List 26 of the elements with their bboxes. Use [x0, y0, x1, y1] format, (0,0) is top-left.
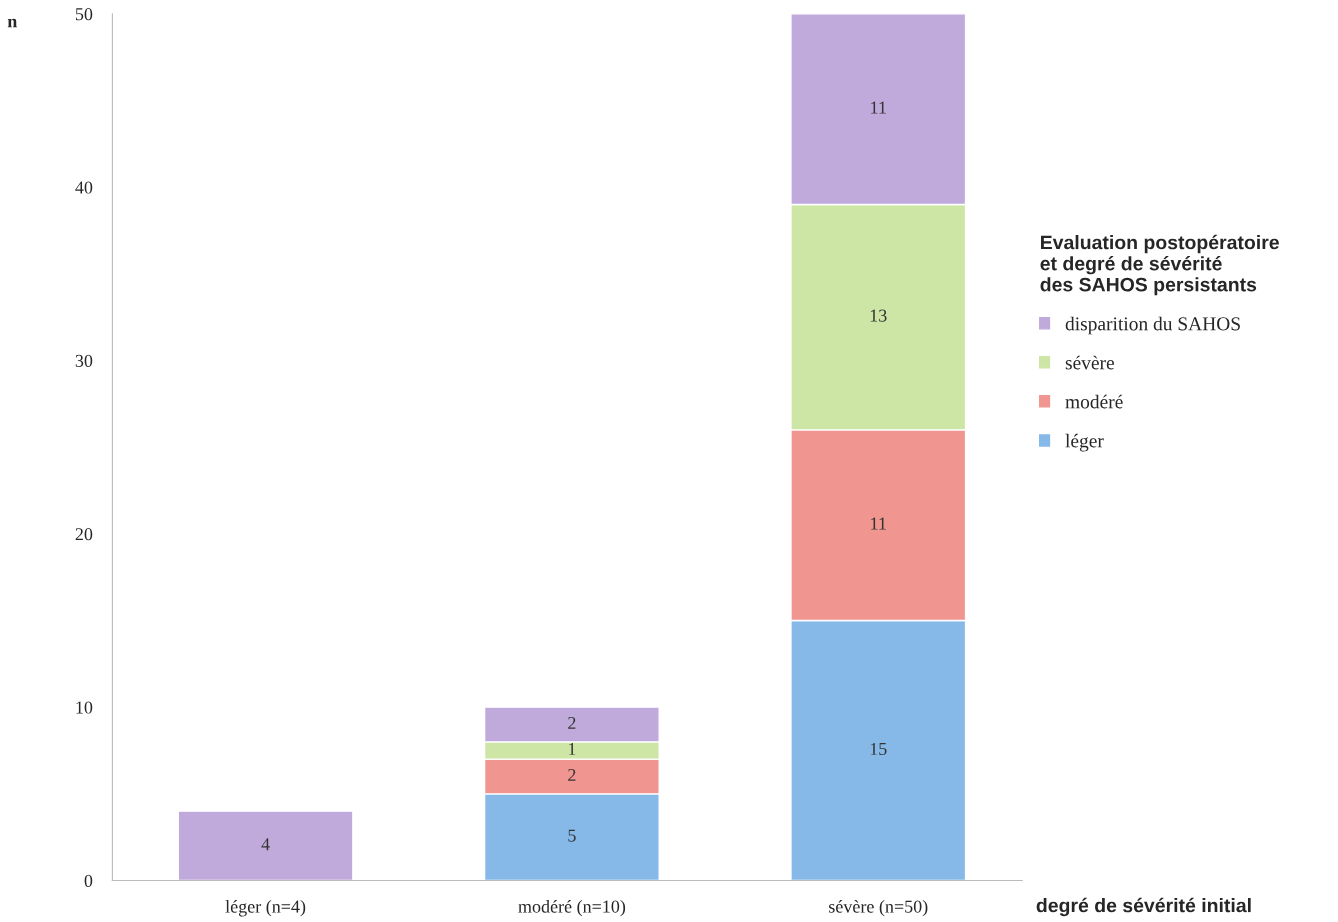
y-tick-label: 0	[84, 874, 93, 887]
data-label: 1	[568, 742, 576, 755]
data-label: 11	[871, 101, 886, 114]
x-tick-label: modéré (n=10)	[518, 899, 626, 917]
data-label: 2	[568, 716, 576, 729]
data-label: 11	[871, 517, 886, 530]
legend-title: Evaluation postopératoire et degré de sévérité des SAHOS persistants	[1040, 234, 1279, 296]
legend-label: léger	[1065, 433, 1104, 452]
x-tick-label: léger (n=4)	[225, 899, 306, 917]
x-axis-title: degré de sévérité initial	[1036, 897, 1251, 917]
y-tick-label: 30	[75, 354, 93, 367]
data-label: 5	[568, 829, 576, 842]
data-label: 13	[870, 309, 887, 322]
y-tick-label: 20	[75, 528, 93, 541]
data-label: 15	[870, 742, 887, 756]
y-tick-label: 10	[76, 701, 93, 714]
legend-label: modéré	[1065, 394, 1123, 409]
legend-label: disparition du SAHOS	[1065, 316, 1240, 335]
x-tick-label: sévère (n=50)	[829, 899, 928, 917]
y-tick-label: 50	[75, 8, 93, 21]
y-tick-label: 40	[75, 181, 93, 194]
data-label: 4	[261, 838, 270, 851]
bar	[177, 810, 354, 881]
y-axis-title: n	[7, 18, 18, 28]
legend-label: sévère	[1065, 355, 1114, 370]
data-label: 2	[568, 768, 576, 781]
